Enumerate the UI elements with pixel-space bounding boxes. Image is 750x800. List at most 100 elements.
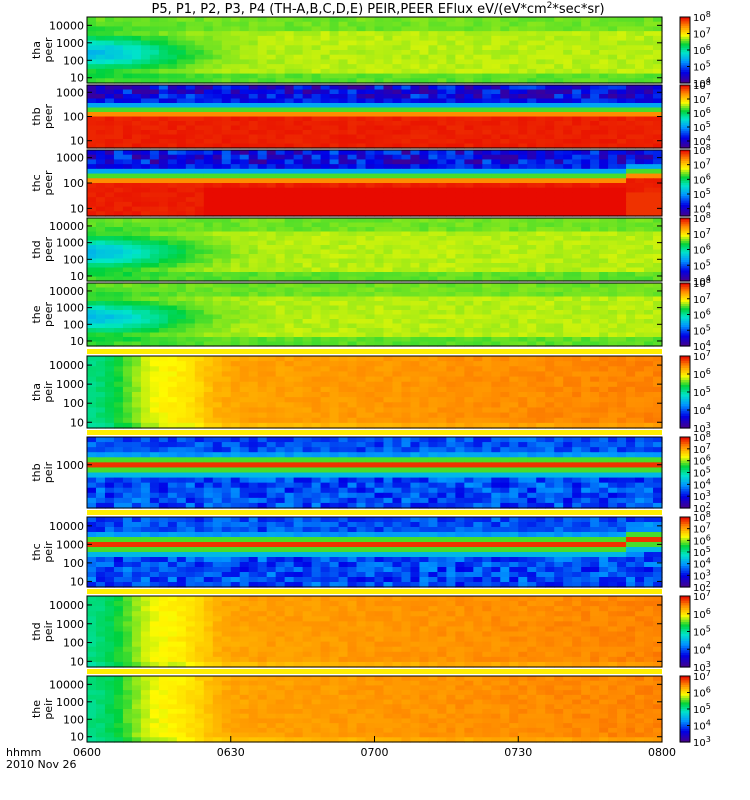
heatmap-cell (320, 68, 331, 75)
heatmap-cell (617, 159, 627, 165)
heatmap-cell (113, 296, 124, 302)
heatmap-cell (203, 168, 214, 175)
heatmap-cell (149, 192, 160, 198)
heatmap-cell (374, 85, 385, 91)
heatmap-cell (293, 263, 304, 269)
heatmap-cell (446, 59, 456, 65)
heatmap-cell (122, 218, 133, 224)
heatmap-cell (293, 218, 304, 224)
heatmap-cell (176, 296, 187, 302)
heatmap-cell (626, 283, 636, 289)
heatmap-cell (347, 31, 358, 37)
heatmap-cell (230, 356, 241, 362)
heatmap-cell (509, 45, 519, 51)
heatmap-cell (581, 245, 591, 251)
heatmap-cell (275, 85, 286, 91)
heatmap-cell (554, 314, 564, 320)
heatmap-cell (500, 130, 510, 136)
heatmap-cell (365, 68, 376, 75)
heatmap-cell (347, 89, 358, 95)
heatmap-cell (437, 267, 447, 273)
heatmap-cell (140, 112, 151, 118)
heatmap-cell (590, 173, 600, 179)
heatmap-cell (509, 240, 519, 246)
heatmap-cell (140, 231, 151, 237)
heatmap-cell (410, 116, 421, 122)
heatmap-cell (653, 236, 663, 242)
heatmap-cell (392, 371, 403, 378)
heatmap-cell (212, 45, 223, 51)
heatmap-cell (392, 187, 403, 194)
heatmap-cell (113, 134, 124, 140)
heatmap-cell (284, 159, 295, 165)
heatmap-cell (536, 211, 546, 217)
heatmap-cell (563, 85, 573, 91)
heatmap-cell (95, 150, 106, 156)
heatmap-cell (518, 267, 528, 273)
heatmap-cell (275, 73, 286, 79)
heatmap-cell (482, 240, 492, 246)
heatmap-cell (140, 292, 151, 298)
heatmap-cell (302, 150, 313, 156)
heatmap-cell (131, 337, 142, 343)
heatmap-cell (608, 59, 618, 65)
heatmap-cell (599, 366, 609, 373)
heatmap-cell (320, 218, 331, 224)
heatmap-cell (113, 227, 124, 233)
colorbar-segment (680, 243, 690, 246)
heatmap-cell (626, 187, 636, 194)
heatmap-cell (275, 361, 286, 367)
heatmap-cell (500, 301, 510, 307)
heatmap-cell (581, 31, 591, 37)
heatmap-cell (464, 59, 474, 65)
heatmap-cell (536, 263, 546, 269)
heatmap-cell (401, 276, 412, 282)
heatmap-cell (572, 310, 582, 316)
heatmap-cell (95, 301, 106, 307)
heatmap-cell (437, 26, 447, 32)
heatmap-cell (599, 112, 609, 118)
heatmap-cell (374, 103, 385, 109)
y-tick-label: 10000 (49, 220, 84, 233)
heatmap-cell (113, 73, 124, 79)
heatmap-cell (104, 314, 115, 320)
heatmap-cell (131, 134, 142, 140)
heatmap-cell (455, 121, 465, 127)
heatmap-cell (221, 201, 232, 208)
heatmap-cell (203, 258, 214, 264)
heatmap-cell (311, 276, 322, 282)
heatmap-cell (428, 121, 438, 127)
heatmap-cell (104, 107, 115, 113)
heatmap-cell (509, 328, 519, 334)
heatmap-cell (185, 356, 196, 362)
colorbar-segment (680, 187, 690, 191)
heatmap-cell (419, 361, 429, 367)
heatmap-cell (293, 323, 304, 329)
heatmap-cell (608, 178, 618, 184)
heatmap-cell (176, 361, 187, 367)
heatmap-cell (581, 267, 591, 273)
heatmap-cell (320, 178, 331, 184)
heatmap-cell (347, 85, 358, 91)
heatmap-cell (113, 112, 124, 118)
heatmap-cell (158, 31, 169, 37)
heatmap-cell (212, 341, 223, 347)
heatmap-cell (167, 183, 178, 189)
heatmap-cell (545, 267, 555, 273)
heatmap-cell (617, 21, 627, 28)
heatmap-cell (500, 21, 510, 28)
heatmap-cell (536, 332, 546, 338)
heatmap-cell (599, 154, 609, 161)
heatmap-cell (149, 143, 160, 149)
heatmap-cell (302, 240, 313, 246)
heatmap-cell (563, 130, 573, 136)
heatmap-cell (482, 150, 492, 156)
heatmap-cell (356, 231, 367, 237)
heatmap-cell (149, 168, 160, 175)
heatmap-cell (374, 183, 385, 189)
heatmap-cell (554, 356, 564, 362)
heatmap-cell (302, 107, 313, 113)
heatmap-cell (392, 107, 403, 113)
heatmap-cell (320, 17, 331, 23)
heatmap-cell (554, 89, 564, 95)
